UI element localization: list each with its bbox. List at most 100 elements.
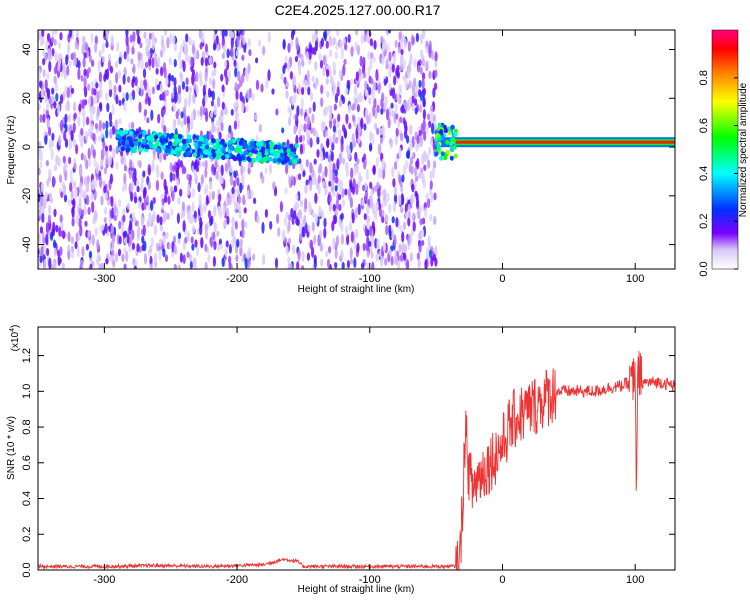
heatmap-cell xyxy=(177,264,181,269)
heatmap-cell xyxy=(319,150,324,158)
heatmap-cell xyxy=(309,137,313,148)
heatmap-cell xyxy=(260,149,265,155)
heatmap-cell xyxy=(295,194,299,201)
heatmap-cell xyxy=(334,261,338,269)
heatmap-cell xyxy=(405,210,409,219)
heatmap-cell xyxy=(137,60,141,69)
heatmap-cell xyxy=(334,51,338,60)
heatmap-cell xyxy=(83,68,87,77)
heatmap-cell xyxy=(379,168,383,179)
heatmap-cell xyxy=(221,257,225,268)
heatmap-cell xyxy=(335,199,339,211)
heatmap-cell xyxy=(108,144,113,152)
heatmap-cell xyxy=(137,51,141,62)
heatmap-cell xyxy=(146,117,150,124)
heatmap-cell xyxy=(392,178,396,188)
heatmap-cell xyxy=(55,154,59,166)
heatmap-cell xyxy=(289,151,295,157)
heatmap-cell xyxy=(131,45,135,55)
heatmap-cell xyxy=(82,115,86,128)
heatmap-cell xyxy=(381,41,386,53)
heatmap-cell xyxy=(99,102,103,110)
heatmap-cell xyxy=(235,89,239,100)
heatmap-cell xyxy=(338,98,343,108)
heatmap-cell xyxy=(85,159,89,170)
heatmap-cell xyxy=(289,107,293,118)
heatmap-cell xyxy=(202,149,208,155)
heatmap-cell xyxy=(269,148,275,154)
heatmap-cell xyxy=(225,207,230,218)
heatmap-cell xyxy=(150,137,155,143)
heatmap-cell xyxy=(120,131,125,137)
heatmap-cell xyxy=(238,140,243,146)
heatmap-cell xyxy=(166,36,170,49)
heatmap-cell xyxy=(364,80,368,91)
heatmap-cell xyxy=(285,163,289,175)
heatmap-cell xyxy=(247,157,252,163)
heatmap-cell xyxy=(393,75,397,86)
y-tick-label: 0.8 xyxy=(21,419,33,434)
heatmap-cell xyxy=(82,35,86,45)
heatmap-cell xyxy=(182,39,186,48)
heatmap-cell xyxy=(168,57,172,66)
heatmap-cell xyxy=(258,123,262,133)
heatmap-cell xyxy=(77,68,81,80)
heatmap-cell xyxy=(255,79,260,91)
heatmap-cell xyxy=(165,231,169,240)
heatmap-cell xyxy=(213,240,217,251)
heatmap-cell xyxy=(59,214,63,223)
heatmap-cell xyxy=(69,169,73,177)
heatmap-cell xyxy=(70,190,74,201)
x-tick-label: -100 xyxy=(359,574,381,586)
heatmap-cell xyxy=(265,140,270,146)
heatmap-cell xyxy=(108,154,112,167)
heatmap-cell xyxy=(267,31,271,44)
heatmap-cell xyxy=(58,134,62,147)
heatmap-cell xyxy=(57,255,61,267)
heatmap-cell xyxy=(417,233,421,240)
heatmap-cell xyxy=(371,261,375,269)
heatmap-cell xyxy=(388,67,392,79)
heatmap-cell xyxy=(289,71,293,80)
heatmap-cell xyxy=(147,163,151,176)
heatmap-cell xyxy=(138,133,143,139)
heatmap-cell xyxy=(304,79,308,92)
heatmap-cell xyxy=(159,83,163,93)
heatmap-cell xyxy=(171,92,175,100)
heatmap-cell xyxy=(318,52,322,61)
heatmap-cell xyxy=(221,101,225,110)
heatmap-cell xyxy=(116,41,120,52)
heatmap-cell xyxy=(242,139,247,145)
heatmap-cell xyxy=(311,76,315,83)
heatmap-cell xyxy=(281,141,286,147)
heatmap-cell xyxy=(416,158,420,170)
heatmap-cell xyxy=(225,153,230,159)
heatmap-cell xyxy=(328,180,332,187)
heatmap-cell xyxy=(118,56,122,65)
heatmap-cell xyxy=(319,243,323,252)
heatmap-cell xyxy=(75,30,79,40)
heatmap-cell xyxy=(118,84,122,93)
heatmap-cell xyxy=(125,34,129,47)
heatmap-cell xyxy=(285,81,289,88)
heatmap-cell xyxy=(101,56,105,63)
heatmap-cell xyxy=(64,170,68,182)
heatmap-cell xyxy=(336,158,340,170)
heatmap-cell xyxy=(379,127,383,136)
heatmap-cell xyxy=(211,121,215,133)
heatmap-cell xyxy=(180,111,184,119)
heatmap-cell xyxy=(86,116,90,126)
heatmap-cell xyxy=(212,78,216,90)
heatmap-cell xyxy=(38,80,43,88)
heatmap-cell xyxy=(94,35,98,45)
heatmap-cell xyxy=(142,224,146,237)
heatmap-cell xyxy=(89,263,93,269)
heatmap-cell xyxy=(345,225,349,237)
heatmap-cell xyxy=(196,49,200,60)
heatmap-cell xyxy=(179,61,183,70)
heatmap-cell xyxy=(204,144,210,150)
heatmap-cell xyxy=(351,212,355,224)
heatmap-cell xyxy=(338,152,342,165)
heatmap-cell xyxy=(347,33,351,43)
heatmap-cell xyxy=(260,83,264,93)
